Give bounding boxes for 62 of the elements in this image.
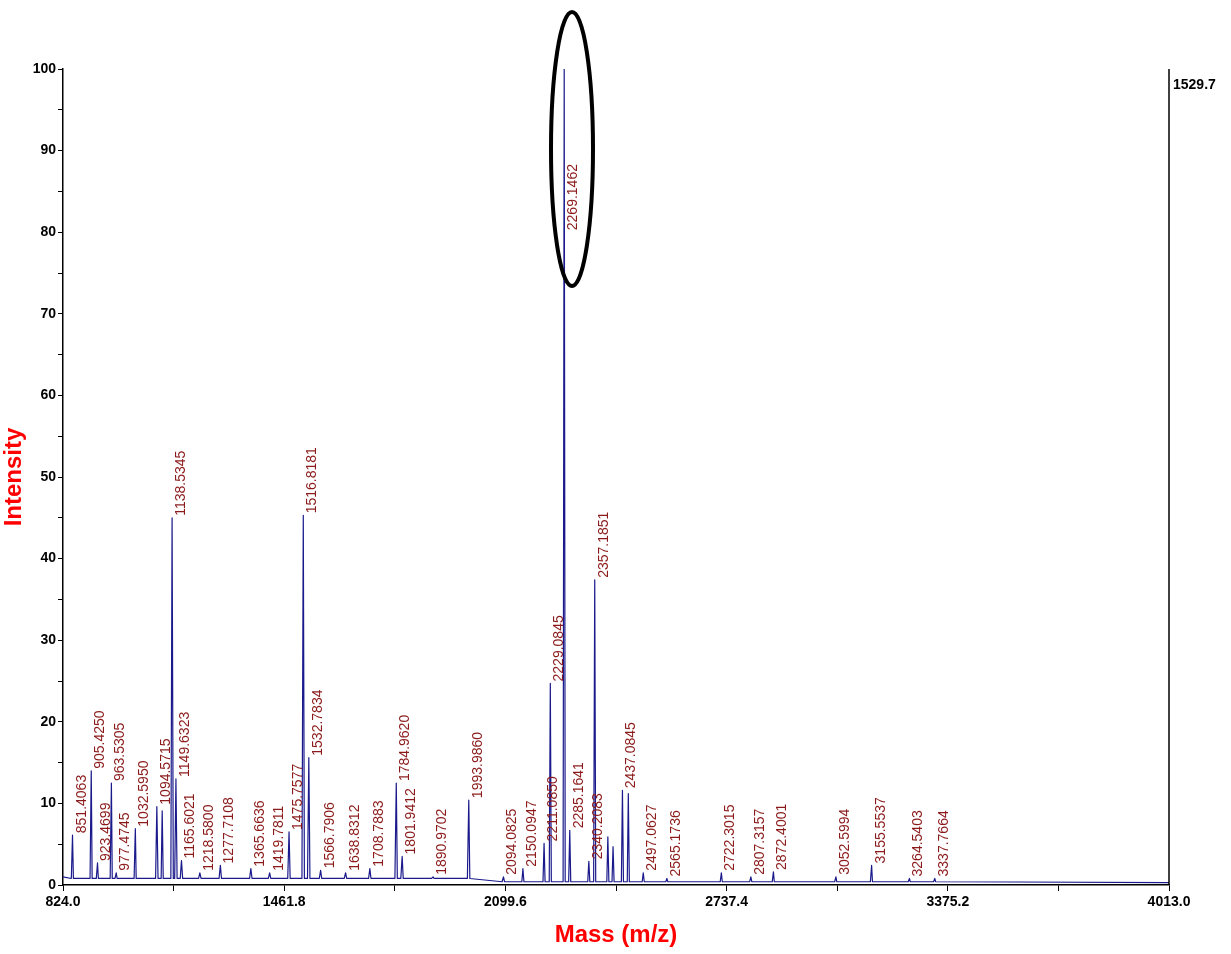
annotation: 2229.0845 xyxy=(550,615,567,682)
y-tick-label: 20 xyxy=(40,712,57,729)
annotation: 1138.5345 xyxy=(172,450,189,516)
y-tick-label: 10 xyxy=(40,794,57,811)
x-tick-label: 2099.6 xyxy=(483,893,528,910)
annotation: 2340.2083 xyxy=(588,792,605,860)
annotation: 1516.8181 xyxy=(303,446,320,514)
y-axis-title: Intensity xyxy=(0,427,27,527)
annotation: 2872.4001 xyxy=(773,803,790,870)
y-tick-label: 60 xyxy=(40,386,57,403)
annotation: 1566.7906 xyxy=(320,801,337,869)
annotation: 1032.5950 xyxy=(135,760,152,827)
annotation: 2150.0947 xyxy=(522,800,539,867)
annotation: 905.4250 xyxy=(91,710,108,769)
y-tick-label: 0 xyxy=(48,875,57,892)
annotation: 2211.0850 xyxy=(544,776,561,842)
annotation: 1094.5715 xyxy=(156,738,173,805)
annotation: 1993.9860 xyxy=(468,731,485,799)
annotation: 2565.1736 xyxy=(666,810,683,877)
annotation: 3337.7664 xyxy=(934,810,951,877)
annotation: 3155.5537 xyxy=(871,797,888,864)
annotation: 977.4745 xyxy=(116,812,133,871)
annotation: 1218.5800 xyxy=(199,804,216,871)
annotation: 2269.1462 xyxy=(564,163,581,231)
annotation: 1784.9620 xyxy=(396,714,413,781)
annotation: 2497.0627 xyxy=(643,804,660,871)
annotation: 2722.3015 xyxy=(721,804,738,871)
annotation: 1638.8312 xyxy=(345,804,362,871)
annotation: 1708.7883 xyxy=(369,800,386,867)
annotation: 2437.0845 xyxy=(622,721,639,789)
annotation: 1365.6636 xyxy=(250,800,267,867)
annotation: 1532.7834 xyxy=(308,689,325,756)
annotation: 3052.5994 xyxy=(835,808,852,875)
x-tick-label: 2737.4 xyxy=(705,893,749,910)
annotation: 1149.6323 xyxy=(175,711,192,777)
y-tick-label: 30 xyxy=(40,631,57,648)
y-tick-label: 90 xyxy=(40,141,57,158)
annotation: 2285.1641 xyxy=(569,761,586,829)
annotation: 1419.7811 xyxy=(269,805,286,871)
y-tick-label: 40 xyxy=(40,549,57,566)
x-tick-label: 3375.2 xyxy=(926,893,970,910)
annotation: 1277.7108 xyxy=(220,797,237,864)
text: 1529.7 xyxy=(1173,75,1217,92)
annotation: 2357.1851 xyxy=(594,511,611,578)
annotation: 3264.5403 xyxy=(909,810,926,877)
annotation: 1165.6021 xyxy=(181,793,198,859)
annotation: 2094.0825 xyxy=(503,808,520,875)
annotation: 923.4699 xyxy=(97,802,114,861)
y-tick-label: 50 xyxy=(40,467,57,484)
y-tick-label: 100 xyxy=(32,59,57,76)
x-tick-label: 1461.8 xyxy=(262,893,306,910)
x-axis-title: Mass (m/z) xyxy=(554,920,678,948)
x-tick-label: 4013.0 xyxy=(1147,893,1191,910)
annotation: 851.4063 xyxy=(72,774,89,834)
annotation: 1475.7577 xyxy=(289,763,306,830)
annotation: 1801.9412 xyxy=(402,788,419,855)
y-tick-label: 80 xyxy=(40,223,57,240)
x-tick-label: 824.0 xyxy=(45,893,81,910)
annotation: 963.5305 xyxy=(111,722,128,781)
y-tick-label: 70 xyxy=(40,304,57,321)
annotation: 1890.9702 xyxy=(433,808,450,875)
annotation: 2807.3157 xyxy=(750,808,767,875)
